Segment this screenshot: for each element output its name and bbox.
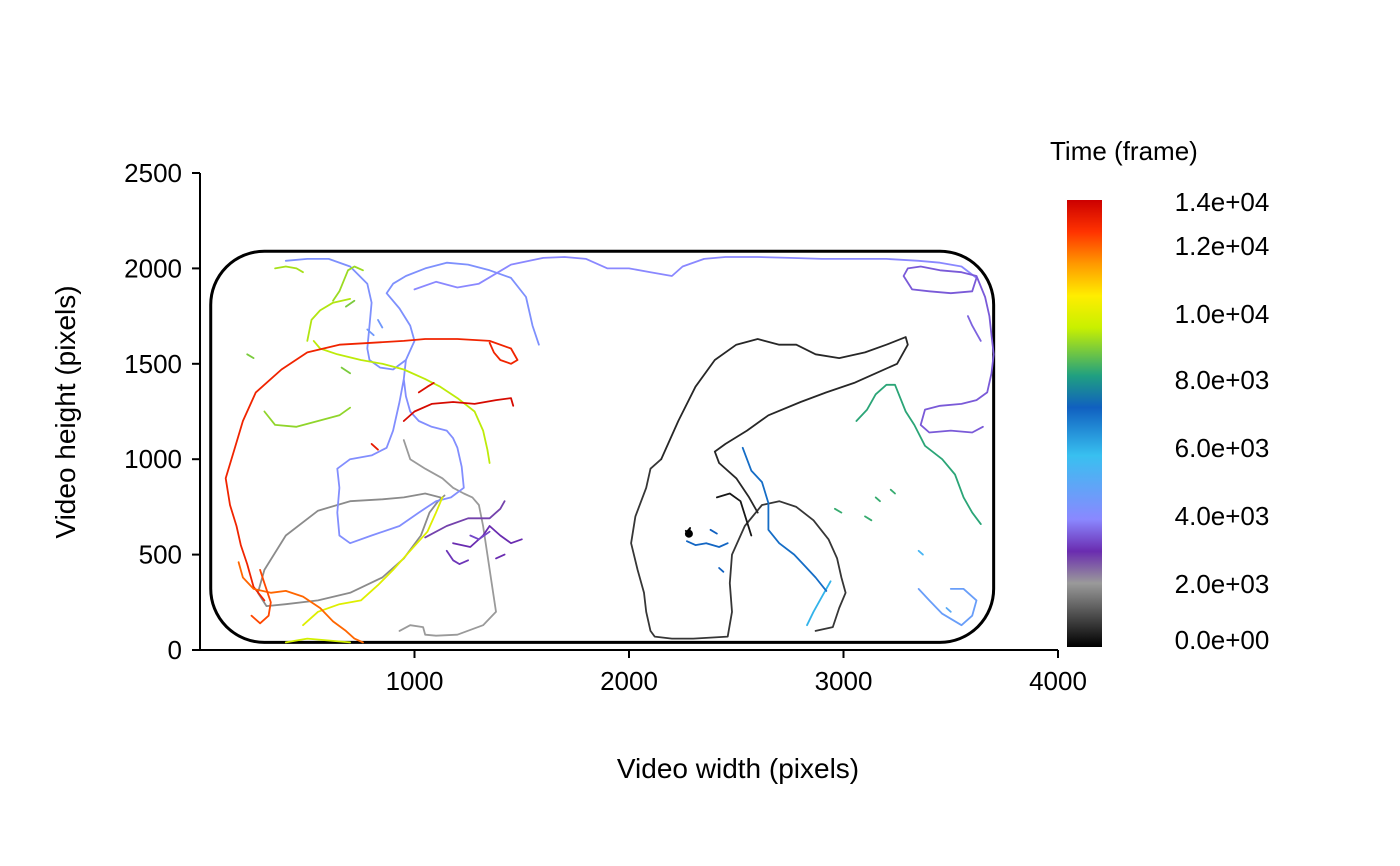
trajectory-fragment-11 [709,528,718,535]
trajectory-fragment-2 [246,353,255,359]
trajectory-path-6 [424,500,506,539]
x-axis-title: Video width (pixels) [617,753,859,784]
trajectory-path-20 [263,406,351,428]
trajectory-path-1 [630,458,847,640]
trajectory-fragment-8 [864,515,873,522]
trajectory-fragment-10 [889,488,896,495]
x-tick-label: 1000 [386,666,444,696]
trajectory-path-29 [250,569,272,625]
y-tick-label: 500 [139,540,182,570]
colorbar-tick-label: 1.2e+04 [1175,231,1270,261]
trajectory-fragment-14 [495,553,506,560]
arena-boundary [209,249,996,644]
trajectory-path-4 [398,439,497,637]
trajectory-fragment-13 [370,443,379,451]
y-tick-label: 1000 [124,444,182,474]
colorbar-gradient [1067,200,1102,647]
trajectory-path-11 [284,258,540,371]
trajectory-path-21 [306,298,351,342]
trajectory-fragment-7 [834,507,843,514]
trajectory-fragment-3 [340,366,351,375]
trajectory-path-18 [686,540,729,548]
trajectory-path-7 [452,525,523,548]
x-ticks: 1000 2000 3000 4000 [386,650,1087,696]
arena-outline-layer [209,249,996,644]
trajectory-fragment-9 [874,496,881,503]
y-tick-label: 0 [168,635,182,665]
trajectory-path-13 [902,265,995,434]
trajectory-path-25 [284,637,351,644]
colorbar-tick-labels: 0.0e+00 2.0e+03 4.0e+03 6.0e+03 8.0e+03 1.0e+… [1175,187,1270,655]
y-ticks: 0 500 1000 1500 2000 2500 [124,158,200,665]
trajectory-path-17 [741,446,828,592]
trajectory-path-15 [917,588,978,627]
trajectory-fragment-5 [366,328,375,337]
trajectory-path-31 [417,382,435,394]
trajectory-path-28 [237,561,364,644]
colorbar-title: Time (frame) [1050,136,1198,166]
y-axis-title: Video height (pixels) [50,285,81,538]
axes-layer [199,173,1058,651]
trajectory-path-14 [967,315,982,342]
colorbar-tick-label: 6.0e+03 [1175,433,1270,463]
colorbar-tick-label: 1.4e+04 [1175,187,1270,217]
trajectory-path-22 [312,340,491,464]
trajectory-series-layer [224,256,995,644]
y-tick-label: 2500 [124,158,182,188]
colorbar-tick-label: 8.0e+03 [1175,365,1270,395]
trajectory-path-30 [402,397,515,422]
trajectory-path-24 [332,265,364,302]
trajectory-fragment-4 [345,299,356,308]
trajectory-path-5 [257,492,446,607]
y-tick-label: 1500 [124,349,182,379]
colorbar-tick-label: 0.0e+00 [1175,625,1270,655]
trajectory-path-16 [806,580,832,627]
trajectory-path-8 [445,549,469,565]
trajectory-path-9 [469,530,491,541]
colorbar-tick-label: 1.0e+04 [1175,299,1270,329]
trajectory-fragment-6 [377,319,384,329]
trajectory-fragment-12 [718,567,725,573]
trajectory-path-19 [855,383,982,525]
trajectory-path-12 [413,256,978,291]
x-tick-label: 3000 [815,666,873,696]
trajectory-path-2 [660,336,909,514]
trajectory-fragment-0 [917,549,924,556]
colorbar-legend: Time (frame) 0.0e+00 2.0e+03 4.0e+03 6.0e+0… [1050,136,1269,655]
trajectory-path-26 [302,496,444,627]
x-tick-label: 4000 [1029,666,1087,696]
x-tick-label: 2000 [600,666,658,696]
y-tick-label: 2000 [124,253,182,283]
colorbar-tick-label: 2.0e+03 [1175,569,1270,599]
trajectory-path-3 [716,492,753,537]
start-marker [684,529,693,538]
trajectory-path-27 [224,338,519,602]
trajectory-path-10 [336,359,465,545]
colorbar-tick-label: 4.0e+03 [1175,501,1270,531]
trajectory-fragment-1 [945,607,952,613]
trajectory-path-23 [274,265,304,274]
